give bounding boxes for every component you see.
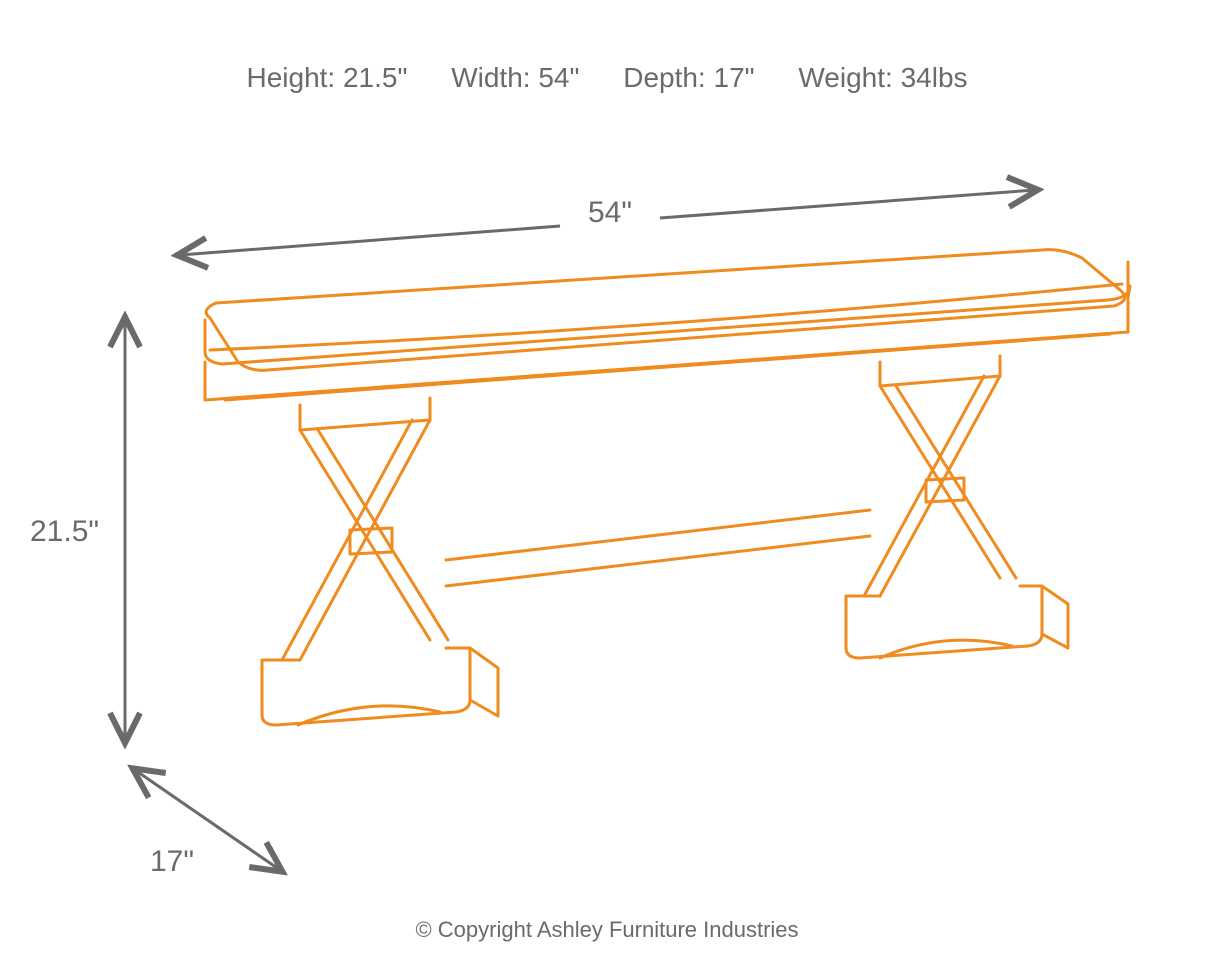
bench-diagram-svg — [0, 0, 1214, 971]
bench-drawing — [205, 250, 1130, 725]
left-leg — [262, 398, 498, 725]
copyright-text: © Copyright Ashley Furniture Industries — [0, 917, 1214, 943]
diagram-canvas: Height: 21.5" Width: 54" Depth: 17" Weig… — [0, 0, 1214, 971]
right-leg — [846, 356, 1068, 658]
